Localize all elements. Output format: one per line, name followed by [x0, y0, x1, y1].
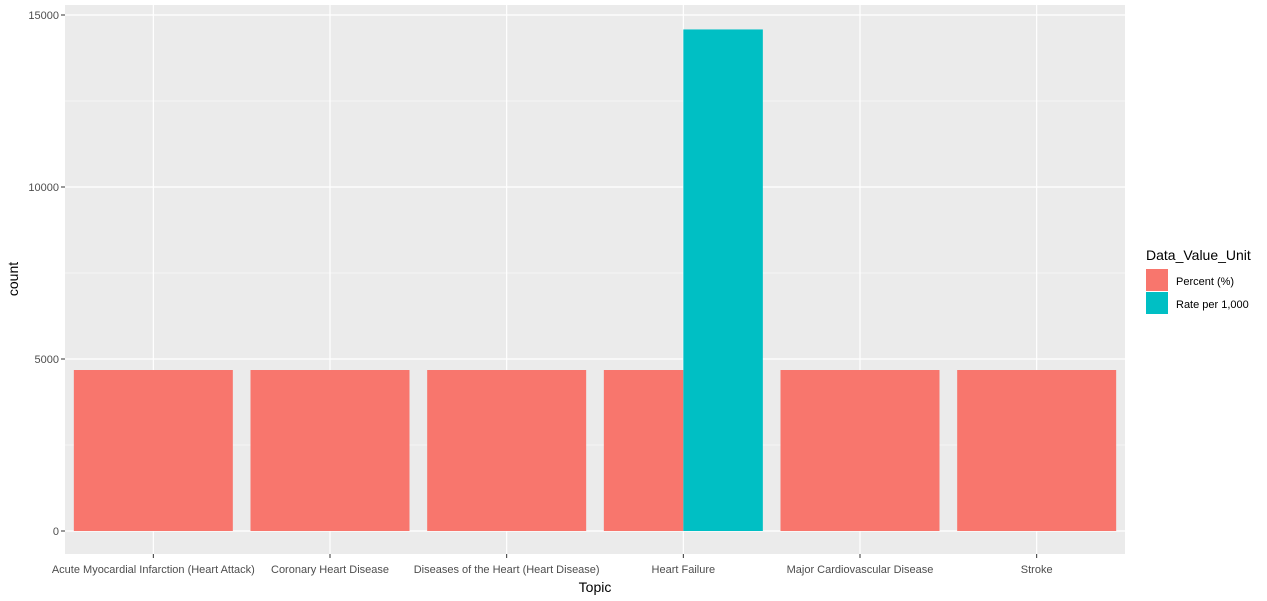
x-tick-label: Acute Myocardial Infarction (Heart Attac…: [52, 564, 255, 576]
x-tick-label: Diseases of the Heart (Heart Disease): [414, 564, 600, 576]
plot-panel: [65, 5, 1125, 554]
bar-percent-3: [603, 370, 684, 531]
legend-title: Data_Value_Unit: [1146, 247, 1251, 263]
bar-percent-1: [250, 370, 410, 531]
x-axis: Acute Myocardial Infarction (Heart Attac…: [52, 554, 1053, 576]
y-tick-label: 15000: [28, 10, 59, 22]
y-axis: 0 5000 10000 15000: [28, 10, 65, 538]
legend: Data_Value_Unit Percent (%) Rate per 1,0…: [1146, 247, 1251, 314]
y-tick-label: 0: [53, 526, 59, 538]
x-tick-label: Major Cardiovascular Disease: [787, 564, 934, 576]
bar-percent-0: [73, 370, 233, 531]
y-tick-label: 5000: [35, 354, 59, 366]
bar-percent-2: [427, 370, 587, 531]
bar-percent-4: [780, 370, 940, 531]
bars: [73, 29, 1117, 532]
legend-key-rate: [1146, 292, 1168, 314]
legend-label-percent: Percent (%): [1176, 276, 1234, 288]
y-axis-title: count: [5, 262, 21, 296]
legend-label-rate: Rate per 1,000: [1176, 299, 1249, 311]
x-tick-label: Heart Failure: [652, 564, 716, 576]
bar-percent-5: [957, 370, 1117, 531]
x-axis-title: Topic: [579, 579, 612, 595]
bar-rate-3: [683, 29, 763, 532]
y-tick-label: 10000: [28, 182, 59, 194]
legend-key-percent: [1146, 269, 1168, 291]
x-tick-label: Stroke: [1021, 564, 1053, 576]
x-tick-label: Coronary Heart Disease: [271, 564, 389, 576]
